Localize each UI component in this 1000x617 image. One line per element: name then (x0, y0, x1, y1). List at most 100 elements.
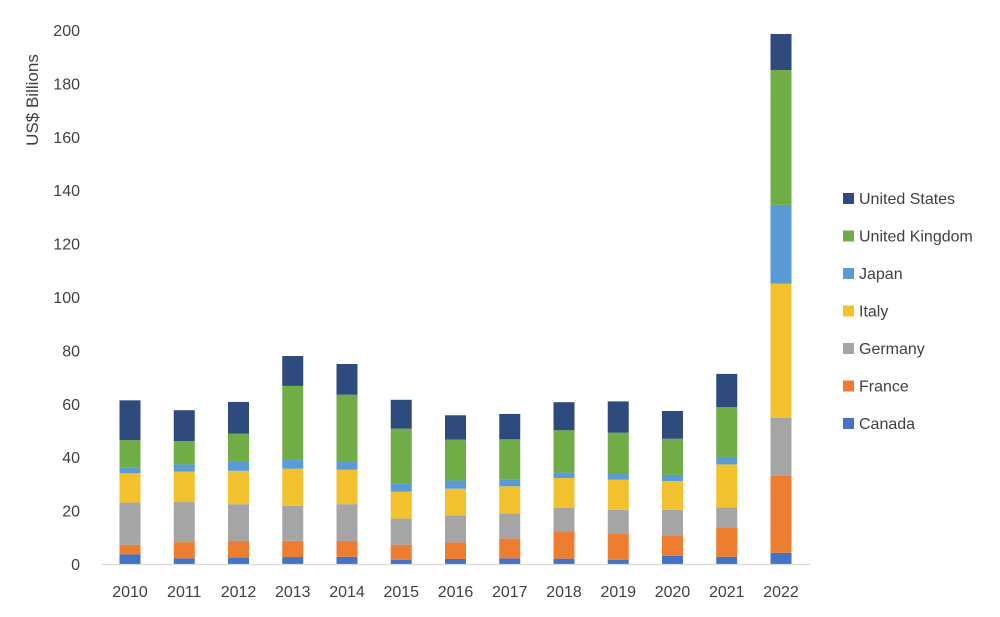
bar-segment-canada-2017 (499, 558, 521, 564)
bar-segment-italy-2011 (173, 471, 195, 503)
bar-segment-united-states-2015 (390, 399, 412, 429)
bar-segment-italy-2012 (228, 470, 249, 505)
legend-item-italy: Italy (843, 304, 888, 321)
x-tick-label: 2016 (438, 584, 474, 601)
bar-segment-japan-2021 (716, 456, 738, 465)
bar-segment-japan-2011 (173, 464, 195, 472)
bar-segment-italy-2018 (553, 478, 575, 508)
legend-label: Germany (859, 341, 925, 358)
legend-swatch (843, 268, 854, 279)
bar-segment-canada-2014 (336, 556, 358, 564)
bar-segment-france-2018 (553, 531, 575, 559)
bar-segment-canada-2013 (282, 557, 304, 564)
legend-item-united-kingdom: United Kingdom (843, 229, 973, 246)
x-tick-label: 2010 (112, 584, 148, 601)
bar-segment-united-states-2013 (282, 356, 304, 386)
y-tick-label: 180 (53, 76, 80, 93)
bar-segment-united-states-2010 (119, 400, 141, 441)
bar-segment-france-2012 (228, 541, 249, 558)
bar-segment-germany-2017 (499, 513, 521, 539)
x-tick-label: 2018 (546, 584, 582, 601)
bar-segment-united-states-2016 (445, 415, 466, 440)
bar-segment-france-2014 (336, 541, 358, 557)
bar-segment-united-kingdom-2012 (228, 433, 249, 461)
bar-segment-japan-2018 (553, 472, 575, 479)
bar-segment-italy-2017 (499, 486, 521, 514)
y-tick-label: 60 (62, 397, 80, 414)
x-tick-label: 2015 (383, 584, 419, 601)
bar-segment-germany-2021 (716, 507, 738, 528)
bar-segment-france-2017 (499, 538, 521, 559)
bar-segment-japan-2012 (228, 460, 249, 471)
bar-segment-united-states-2019 (607, 401, 629, 433)
bar-segment-united-kingdom-2019 (607, 432, 629, 475)
bar-segment-italy-2010 (119, 473, 141, 503)
bar-segment-france-2022 (770, 475, 792, 553)
bar-segment-japan-2010 (119, 467, 141, 474)
x-tick-label: 2017 (492, 584, 528, 601)
bar-segment-germany-2014 (336, 504, 358, 542)
bar-segment-japan-2022 (770, 204, 792, 284)
legend-swatch (843, 230, 854, 242)
legend-label: Italy (859, 304, 888, 321)
legend-item-france: France (843, 379, 909, 396)
bar-segment-canada-2015 (390, 559, 412, 564)
legend-item-germany: Germany (843, 341, 925, 358)
bar-segment-france-2020 (662, 535, 683, 556)
bar-segment-japan-2019 (607, 474, 629, 480)
legend-swatch (843, 380, 854, 392)
bar-segment-germany-2022 (770, 417, 792, 476)
bar-segment-italy-2016 (445, 488, 466, 516)
bar-segment-united-kingdom-2016 (445, 439, 466, 481)
y-tick-label: 20 (62, 504, 80, 521)
bar-segment-united-kingdom-2022 (770, 70, 792, 205)
x-tick-label: 2021 (709, 584, 745, 601)
bar-segment-france-2019 (607, 533, 629, 560)
legend-label: Canada (859, 416, 915, 433)
bar-segment-united-kingdom-2014 (336, 394, 358, 463)
legend-label: United Kingdom (859, 229, 973, 246)
bar-segment-canada-2010 (119, 554, 141, 564)
legend-label: United States (859, 191, 955, 208)
legend-swatch (843, 305, 854, 317)
bar-segment-united-kingdom-2010 (119, 440, 141, 468)
bar-segment-germany-2013 (282, 505, 304, 541)
bar-segment-canada-2019 (607, 559, 629, 564)
bar-segment-germany-2015 (390, 518, 412, 545)
y-tick-label: 140 (53, 183, 80, 200)
bar-segment-france-2015 (390, 544, 412, 560)
bar-segment-united-states-2011 (173, 410, 195, 442)
bar-segment-united-kingdom-2020 (662, 438, 683, 475)
legend-label: France (859, 379, 909, 396)
y-tick-label: 80 (62, 343, 80, 360)
bar-segment-france-2011 (173, 542, 195, 559)
bar-segment-france-2010 (119, 544, 141, 555)
bar-segment-germany-2011 (173, 502, 195, 543)
bar-segment-italy-2021 (716, 464, 738, 508)
bar-segment-united-kingdom-2018 (553, 430, 575, 473)
bar-segment-united-states-2020 (662, 411, 683, 439)
bar-segment-canada-2012 (228, 557, 249, 564)
bar-segment-united-states-2012 (228, 401, 249, 434)
bar-segment-japan-2015 (390, 483, 412, 492)
y-tick-label: 100 (53, 290, 80, 307)
bar-segment-united-kingdom-2013 (282, 385, 304, 460)
bar-segment-italy-2020 (662, 480, 683, 510)
y-tick-label: 0 (71, 557, 80, 574)
bar-segment-united-kingdom-2021 (716, 407, 738, 457)
bar-segment-japan-2014 (336, 462, 358, 470)
bar-segment-canada-2016 (445, 558, 466, 564)
legend-label: Japan (859, 266, 903, 283)
bar-segment-united-states-2014 (336, 364, 358, 395)
legend-swatch (843, 193, 854, 204)
y-axis-title: US$ Billions (23, 54, 42, 146)
bar-segment-germany-2019 (607, 509, 629, 534)
y-tick-label: 160 (53, 130, 80, 147)
legend-item-canada: Canada (843, 416, 915, 433)
bar-segment-japan-2016 (445, 480, 466, 489)
x-tick-label: 2013 (275, 584, 311, 601)
bar-segment-germany-2016 (445, 515, 466, 543)
bar-segment-italy-2013 (282, 468, 304, 506)
bar-segment-canada-2011 (173, 558, 195, 564)
